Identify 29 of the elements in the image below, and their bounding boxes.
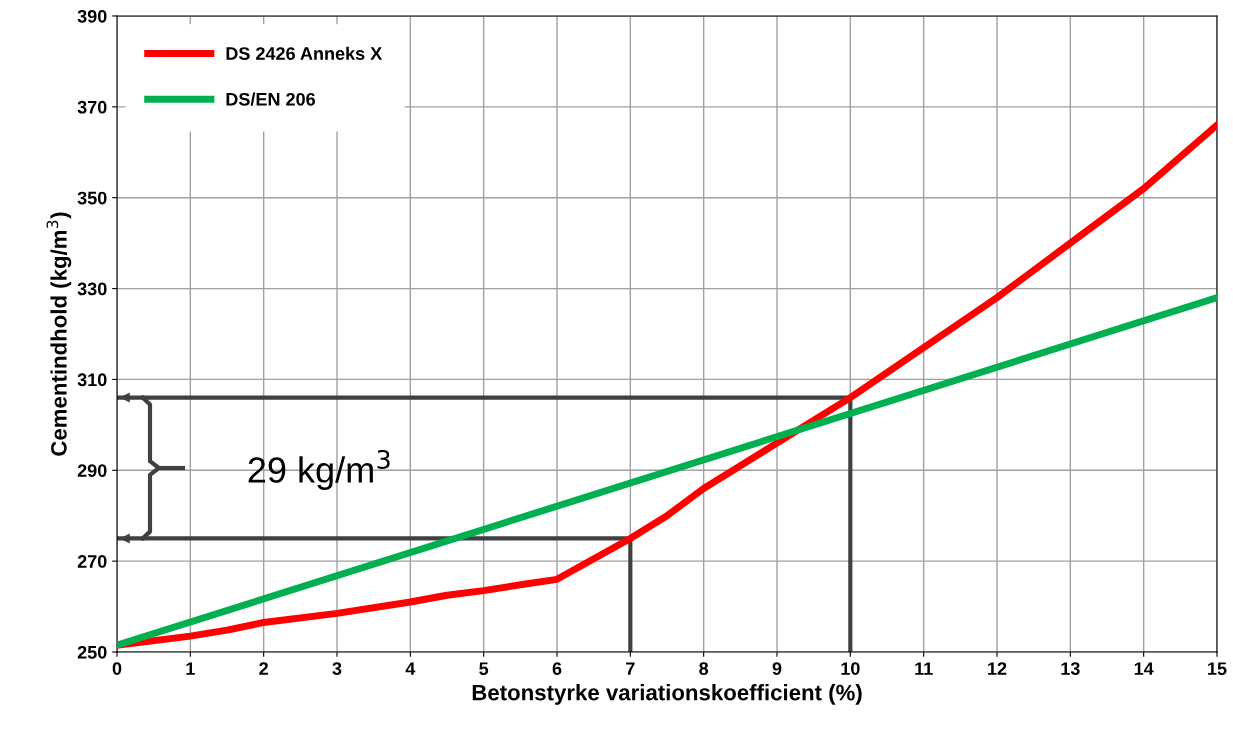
x-tick-label: 4 — [405, 662, 416, 675]
legend-label: DS 2426 Anneks X — [226, 46, 383, 60]
y-tick-label: 370 — [77, 100, 107, 114]
y-tick-label: 250 — [77, 645, 107, 659]
y-tick-label: 390 — [77, 9, 107, 23]
y-tick-label: 310 — [77, 373, 107, 387]
x-tick-label: 0 — [112, 662, 122, 675]
x-tick-label: 1 — [186, 662, 195, 675]
x-tick-label: 3 — [332, 662, 342, 676]
x-tick-label: 13 — [1061, 662, 1080, 676]
x-tick-label: 12 — [988, 662, 1007, 675]
y-tick-label: 290 — [77, 464, 107, 478]
y-tick-label: 330 — [77, 282, 107, 296]
annotation: 29 kg/m$^{3}$ — [248, 449, 390, 490]
x-tick-label: 11 — [915, 662, 933, 675]
y-axis-title: Cementindhold (kg/m$^{3}$) — [46, 212, 72, 456]
x-axis-title: Betonstyrke variationskoefficient (%) — [472, 684, 862, 705]
x-tick-label: 8 — [699, 662, 709, 675]
x-tick-label: 6 — [552, 662, 562, 675]
x-tick-label: 10 — [841, 662, 860, 675]
x-tick-label: 9 — [772, 662, 782, 675]
x-tick-label: 14 — [1134, 662, 1154, 675]
legend-label: DS/EN 206 — [226, 92, 315, 106]
x-tick-label: 7 — [626, 662, 635, 675]
x-tick-label: 2 — [259, 662, 268, 675]
x-tick-label: 5 — [479, 662, 489, 675]
y-tick-label: 350 — [77, 191, 107, 205]
x-tick-label: 15 — [1208, 662, 1227, 675]
y-tick-label: 270 — [77, 555, 107, 568]
